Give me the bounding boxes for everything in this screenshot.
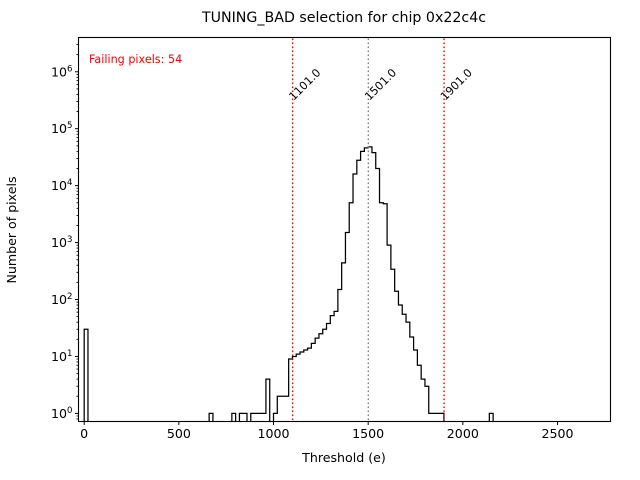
chart-title: TUNING_BAD selection for chip 0x22c4c: [201, 10, 486, 26]
x-tick-label: 500: [167, 426, 191, 441]
y-tick-label: 100: [51, 406, 73, 421]
y-axis-label: Number of pixels: [4, 176, 19, 283]
y-tick-label: 101: [51, 349, 73, 364]
plot-frame: [77, 36, 612, 423]
y-tick-label: 102: [51, 292, 73, 307]
x-tick-label: 2500: [541, 426, 573, 441]
x-axis-ticks: 0 500 1000 1500 2000 2500: [80, 421, 574, 441]
x-tick-label: 1000: [257, 426, 289, 441]
y-tick-label: 106: [51, 64, 73, 79]
y-tick-label: 103: [51, 235, 73, 250]
x-tick-label: 2000: [447, 426, 479, 441]
x-tick-label: 1500: [352, 426, 384, 441]
y-tick-label: 105: [51, 121, 73, 136]
vline-group: 1101.0 1501.0 1901.0: [287, 38, 475, 421]
x-tick-label: 0: [80, 426, 88, 441]
failing-pixels-annotation: Failing pixels: 54: [89, 53, 182, 66]
y-tick-label: 104: [51, 178, 73, 193]
histogram-trace: [83, 146, 494, 422]
x-axis-label: Threshold (e): [301, 450, 386, 465]
y-axis-ticks: 100 101 102 103 104 105 106: [51, 44, 79, 421]
